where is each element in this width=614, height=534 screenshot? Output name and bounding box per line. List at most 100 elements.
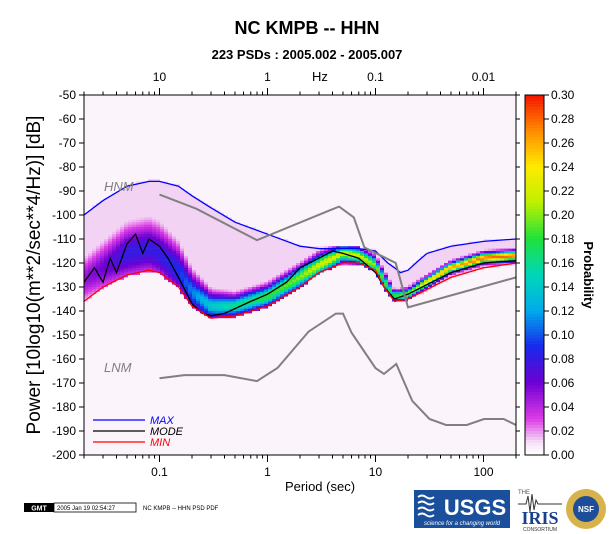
heatmap-cell [84, 447, 89, 451]
heatmap-cell [196, 155, 201, 158]
heatmap-cell [132, 301, 137, 305]
heatmap-cell [152, 212, 157, 216]
heatmap-cell [128, 342, 133, 345]
heatmap-cell [204, 227, 209, 230]
heatmap-cell [176, 411, 181, 415]
heatmap-cell [168, 303, 173, 307]
heatmap-cell [128, 277, 133, 281]
heatmap-cell [116, 97, 121, 101]
heatmap-cell [176, 219, 181, 223]
heatmap-cell [92, 294, 97, 297]
heatmap-cell [140, 198, 145, 201]
heatmap-cell [168, 301, 173, 305]
heatmap-cell [124, 210, 129, 213]
heatmap-cell [176, 349, 181, 353]
heatmap-cell [100, 315, 105, 319]
heatmap-cell [88, 131, 93, 134]
heatmap-cell [180, 332, 185, 336]
heatmap-cell [164, 342, 169, 345]
heatmap-cell [164, 279, 169, 283]
heatmap-cell [132, 207, 137, 211]
heatmap-cell [184, 164, 189, 168]
heatmap-cell [124, 164, 129, 168]
heatmap-cell [156, 219, 161, 223]
heatmap-cell [144, 212, 149, 216]
heatmap-cell [200, 443, 205, 446]
heatmap-cell [108, 399, 113, 403]
heatmap-cell [140, 337, 145, 341]
heatmap-cell [212, 255, 217, 259]
heatmap-cell [164, 397, 169, 401]
heatmap-cell [184, 145, 189, 149]
heatmap-cell [152, 303, 157, 307]
heatmap-cell [104, 399, 109, 403]
heatmap-cell [88, 260, 93, 264]
heatmap-cell [136, 402, 141, 405]
heatmap-cell [104, 390, 109, 393]
heatmap-cell [148, 152, 153, 156]
heatmap-cell [208, 123, 213, 127]
heatmap-cell [96, 104, 101, 108]
heatmap-cell [196, 270, 201, 273]
heatmap-cell [96, 361, 101, 365]
heatmap-cell [100, 450, 105, 453]
heatmap-cell [100, 306, 105, 309]
heatmap-cell [140, 299, 145, 302]
heatmap-cell [184, 147, 189, 151]
heatmap-cell [180, 313, 185, 317]
heatmap-cell [92, 227, 97, 230]
heatmap-cell [208, 428, 213, 432]
heatmap-cell [132, 378, 137, 381]
heatmap-cell [100, 308, 105, 312]
heatmap-cell [184, 239, 189, 242]
heatmap-cell [96, 138, 101, 141]
heatmap-cell [88, 152, 93, 156]
heatmap-cell [124, 167, 129, 170]
heatmap-cell [140, 315, 145, 319]
heatmap-cell [84, 339, 89, 343]
heatmap-cell [104, 181, 109, 185]
heatmap-cell [120, 99, 125, 103]
heatmap-cell [212, 339, 217, 343]
heatmap-cell [200, 339, 205, 343]
heatmap-cell [136, 207, 141, 211]
heatmap-cell [208, 270, 213, 273]
heatmap-cell [84, 452, 89, 456]
heatmap-cell [112, 241, 117, 245]
heatmap-cell [140, 330, 145, 333]
heatmap-cell [140, 435, 145, 439]
heatmap-cell [160, 287, 165, 290]
heatmap-cell [128, 114, 133, 117]
heatmap-cell [180, 243, 185, 247]
heatmap-cell [180, 443, 185, 446]
heatmap-cell [176, 135, 181, 139]
heatmap-cell [148, 162, 153, 165]
heatmap-cell [136, 104, 141, 108]
heatmap-cell [156, 155, 161, 158]
heatmap-cell [124, 366, 129, 369]
heatmap-cell [200, 349, 205, 353]
heatmap-cell [212, 99, 217, 103]
heatmap-cell [148, 363, 153, 367]
heatmap-cell [160, 145, 165, 149]
heatmap-cell [152, 198, 157, 201]
heatmap-cell [204, 191, 209, 194]
heatmap-cell [168, 383, 173, 386]
heatmap-cell [176, 102, 181, 105]
heatmap-cell [132, 404, 137, 408]
heatmap-cell [188, 231, 193, 235]
heatmap-cell [84, 133, 89, 137]
heatmap-cell [200, 351, 205, 355]
heatmap-cell [192, 155, 197, 158]
heatmap-cell [200, 275, 205, 278]
heatmap-cell [164, 452, 169, 456]
heatmap-cell [96, 131, 101, 134]
heatmap-cell [212, 392, 217, 396]
heatmap-cell [212, 227, 217, 230]
heatmap-cell [92, 414, 97, 417]
heatmap-cell [184, 205, 189, 209]
heatmap-cell [160, 423, 165, 427]
heatmap-cell [164, 239, 169, 242]
heatmap-cell [184, 387, 189, 391]
heatmap-cell [168, 222, 173, 225]
